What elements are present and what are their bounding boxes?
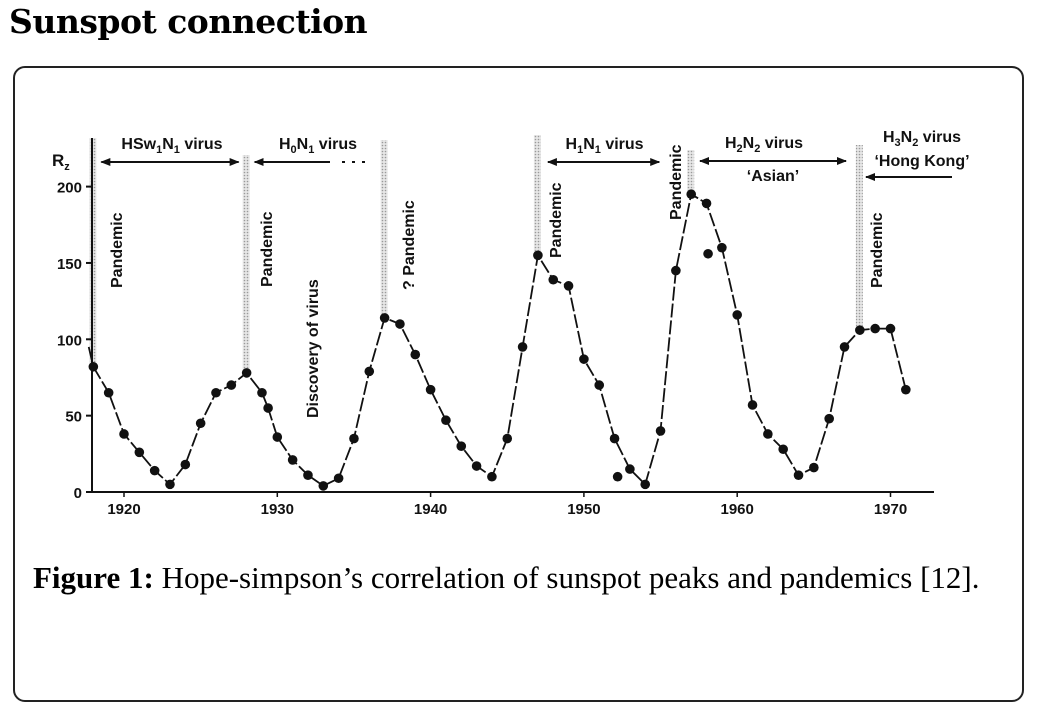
pandemic-label: Pandemic [548,182,565,258]
y-tick-label: 50 [65,409,82,426]
data-point [303,470,313,481]
x-tick-label: 1970 [874,501,907,518]
data-point [395,319,405,329]
data-point [502,433,513,444]
virus-era-annotations: HSw1N1 virus H0N1 virus H1N1 virus H2N2 vir… [100,129,970,185]
data-point [456,441,467,451]
section-title: Sunspot connection [9,2,368,41]
x-tick-label: 1940 [414,501,447,518]
data-point [134,447,145,458]
data-point [901,384,911,395]
pandemic-band [242,155,250,373]
virus-era-label: H1N1 virus [566,136,644,156]
figure-caption-text: Hope-simpson’s correlation of sunspot pe… [153,560,980,595]
data-point [533,250,543,261]
data-point [257,387,267,398]
pandemic-label: Pandemic [259,211,276,287]
data-point [655,426,666,436]
data-point [870,323,880,334]
sunspot-chart: 0 50 100 150 200 1920 1930 1940 1950 1960 1970 Rz H… [52,129,970,518]
data-point [824,413,834,424]
data-point [263,403,273,413]
data-point [165,479,175,490]
pandemic-label: Pandemic [668,144,685,220]
data-point [885,323,896,334]
data-point [272,432,283,442]
data-point [701,198,712,209]
data-point [103,387,114,398]
virus-era-label: HSw1N1 virus [121,136,222,156]
data-point [855,325,865,335]
pandemic-label: Pandemic [869,212,886,288]
data-point [119,429,129,439]
virus-era-subtitle: ‘Asian’ [747,168,799,185]
data-point [640,479,651,490]
data-point [318,481,329,491]
pandemic-band [533,135,541,255]
figure-box [13,66,1024,702]
figure-caption-label: Figure 1: [33,560,154,595]
data-point-outlier [703,248,713,259]
data-point [180,459,191,470]
data-point [594,380,605,390]
data-point [625,464,635,474]
data-point [195,418,206,429]
y-tick-label: 100 [57,332,82,349]
data-point [671,265,681,276]
pandemic-labels: Pandemic Pandemic ? Pandemic Pandemic Pandem… [109,144,886,418]
x-tick-label: 1950 [567,501,600,518]
data-point [517,342,528,352]
pandemic-label: Pandemic [109,212,126,288]
data-point [88,361,99,372]
discovery-of-virus-label: Discovery of virus [305,279,322,418]
data-point [287,455,298,465]
data-point [717,242,727,253]
sunspot-series [87,189,911,491]
data-point [349,433,359,444]
pandemic-band [687,150,695,195]
y-tick-label: 200 [57,180,82,197]
data-point [487,471,497,482]
data-point [471,461,482,471]
pandemic-band [380,140,388,318]
figure-caption: Figure 1: Hope-simpson’s correlation of … [33,557,1009,599]
virus-era-label: H2N2 virus [725,135,803,155]
data-point [548,274,559,285]
data-point [609,433,620,444]
pandemic-band [855,145,863,330]
data-point [778,444,788,455]
x-tick-label: 1930 [261,501,294,518]
data-point [793,470,804,481]
y-axis-label: Rz [52,151,70,173]
data-point [732,310,742,320]
data-point [333,473,344,484]
data-point [379,313,390,323]
y-tick-label: 0 [74,485,82,502]
data-point [839,342,850,352]
chart-axes: 0 50 100 150 200 1920 1930 1940 1950 1960 1970 Rz [52,138,934,518]
data-point [579,354,589,364]
data-point [211,387,221,398]
y-tick-label: 150 [57,256,82,273]
data-point [747,400,758,410]
data-point [241,368,252,378]
data-point [441,415,451,426]
data-point [226,380,237,390]
data-point [149,465,160,476]
x-tick-label: 1920 [107,501,140,518]
pandemic-label: ? Pandemic [401,200,418,290]
data-point [686,189,697,200]
data-point [410,349,421,360]
virus-era-label: H0N1 virus [279,136,357,156]
sunspot-line [92,192,907,487]
virus-era-label: H3N2 virus [883,129,961,149]
data-point-outlier [612,471,623,482]
data-point [364,366,375,377]
virus-era-subtitle: ‘Hong Kong’ [874,153,969,170]
data-point [763,429,773,439]
data-point [563,281,574,291]
data-point [425,384,436,395]
data-point [809,462,819,473]
x-tick-label: 1960 [721,501,754,518]
